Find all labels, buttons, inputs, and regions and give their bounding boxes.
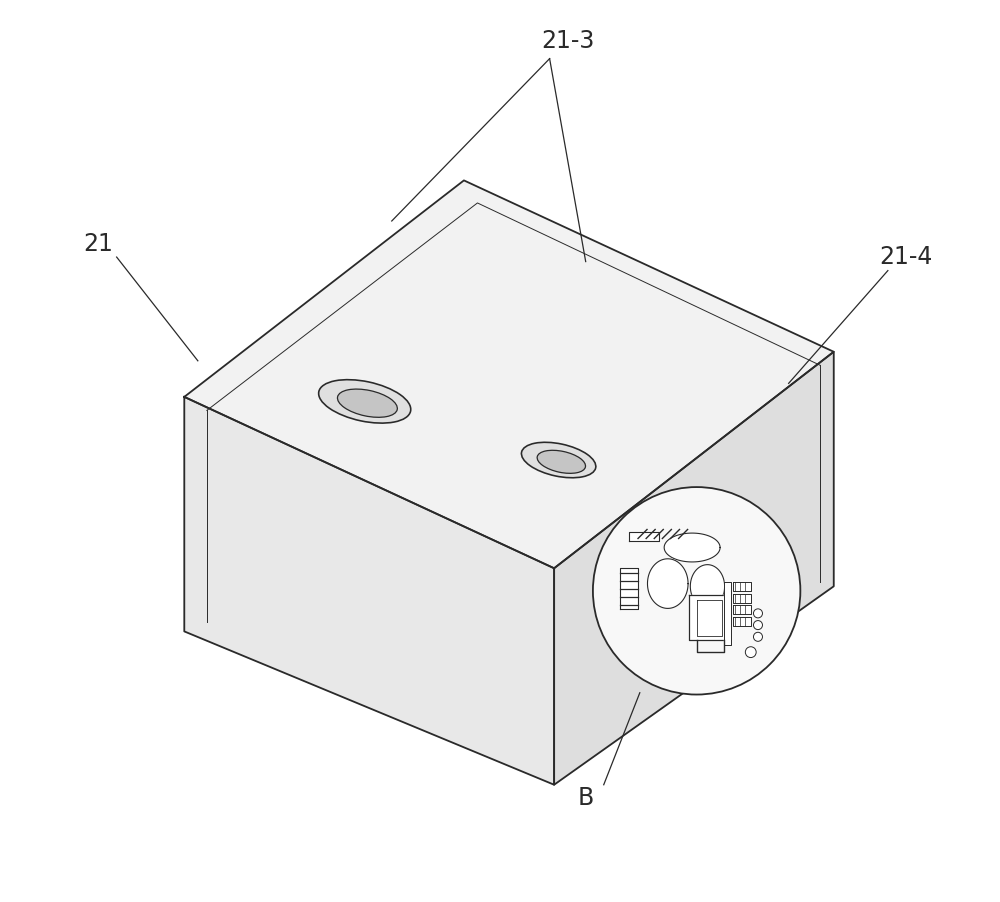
Polygon shape [184, 180, 834, 568]
Ellipse shape [521, 442, 596, 478]
Text: B: B [578, 787, 594, 810]
Polygon shape [184, 397, 554, 785]
Circle shape [593, 487, 800, 695]
Polygon shape [620, 568, 638, 609]
Polygon shape [690, 565, 725, 608]
Polygon shape [554, 352, 834, 785]
Ellipse shape [537, 450, 586, 474]
Text: 21-3: 21-3 [541, 29, 594, 52]
Polygon shape [629, 532, 659, 541]
Polygon shape [733, 617, 751, 626]
Polygon shape [647, 559, 688, 608]
Circle shape [753, 621, 762, 630]
Text: 21: 21 [84, 232, 114, 255]
Circle shape [753, 609, 762, 618]
Polygon shape [733, 605, 751, 614]
Polygon shape [733, 582, 751, 591]
Text: 21-4: 21-4 [879, 245, 933, 269]
Circle shape [753, 632, 762, 641]
Polygon shape [724, 582, 731, 645]
Ellipse shape [337, 389, 397, 418]
Ellipse shape [319, 380, 411, 423]
Polygon shape [689, 595, 728, 640]
Circle shape [745, 647, 756, 658]
Polygon shape [664, 533, 720, 562]
Polygon shape [733, 594, 751, 603]
